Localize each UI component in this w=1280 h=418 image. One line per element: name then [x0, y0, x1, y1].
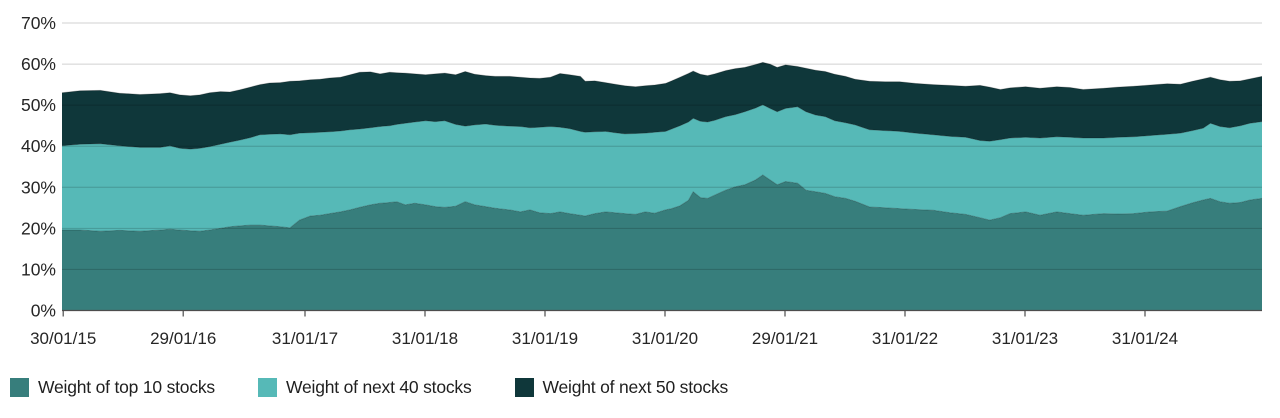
y-axis-label: 40% [21, 136, 56, 156]
x-axis-label: 29/01/16 [150, 329, 216, 348]
y-axis-label: 10% [21, 259, 56, 279]
x-axis-label: 31/01/22 [872, 329, 938, 348]
boundary-line-weight-of-top-10-stocks [62, 174, 1263, 232]
legend-item-next-50-stocks: Weight of next 50 stocks [514, 377, 729, 398]
area-weight-of-next-40-stocks [62, 104, 1262, 232]
y-axis-label: 60% [21, 54, 56, 74]
area-weight-of-top-10-stocks [62, 175, 1262, 311]
x-axis-label: 31/01/23 [992, 329, 1058, 348]
boundary-line-weight-of-next-50-stocks [61, 61, 1263, 97]
x-axis-label: 30/01/15 [30, 329, 96, 348]
boundary-line-weight-of-next-40-stocks [61, 104, 1263, 150]
x-axis-label: 31/01/20 [632, 329, 698, 348]
y-axis-label: 70% [21, 13, 56, 33]
legend-label-next-40: Weight of next 40 stocks [285, 377, 472, 397]
x-axis-label: 31/01/17 [272, 329, 338, 348]
legend-swatch-top-10 [10, 378, 29, 397]
legend-label-top-10: Weight of top 10 stocks [38, 377, 215, 397]
x-axis-label: 31/01/18 [392, 329, 458, 348]
y-axis-label: 20% [21, 218, 56, 238]
y-axis-label: 30% [21, 177, 56, 197]
legend-item-next-40-stocks: Weight of next 40 stocks [257, 377, 472, 398]
legend-swatch-next-40 [257, 378, 277, 397]
chart-plot-area: 0% 10% 20% 30% 40% 50% 60% 70% 30/01/15 29/01/16 3… [21, 13, 1263, 348]
legend-label-next-50: Weight of next 50 stocks [542, 377, 729, 397]
y-axis-label: 50% [21, 95, 56, 115]
legend-swatch-next-50 [514, 378, 534, 397]
area-weight-of-next-50-stocks [62, 62, 1262, 150]
x-axis-label: 29/01/21 [752, 329, 818, 348]
y-axis-label: 0% [31, 301, 56, 321]
x-axis-label: 31/01/24 [1112, 329, 1178, 348]
legend-item-top-10-stocks: Weight of top 10 stocks [10, 377, 215, 398]
x-axis-label: 31/01/19 [512, 329, 578, 348]
chart-legend: Weight of top 10 stocks Weight of next 4… [10, 377, 728, 398]
